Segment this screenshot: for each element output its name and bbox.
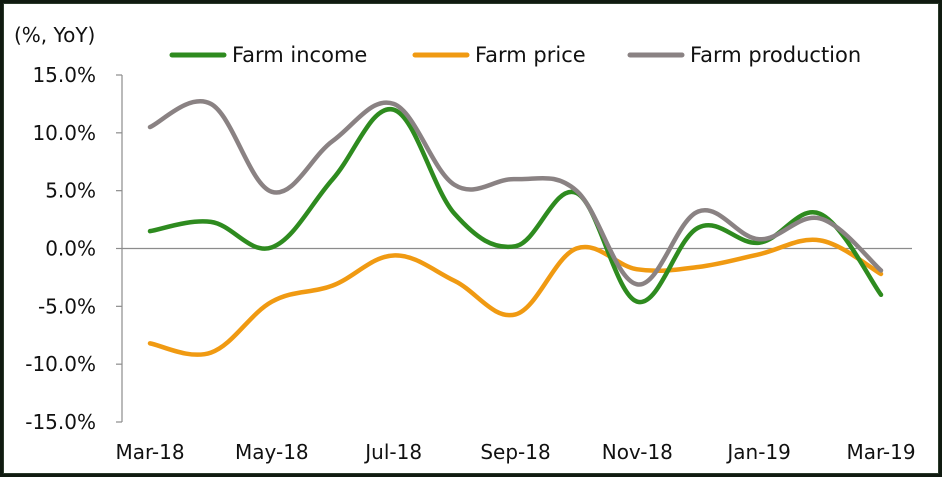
y-tick-label: -10.0% [25, 352, 96, 376]
legend: Farm income Farm price Farm production [169, 43, 861, 67]
chart-frame [3, 3, 939, 474]
legend-label: Farm income [232, 43, 367, 67]
series-line-farm-production [147, 99, 884, 287]
y-unit-label: (%, YoY) [14, 23, 95, 47]
axes: 15.0% 10.0% 5.0% 0.0% -5.0% -10.0% -15.0% Mar-1… [25, 63, 915, 464]
x-tick-label: Jan-19 [725, 440, 791, 464]
x-tick-label: Jul-18 [363, 440, 422, 464]
y-tick-label: 5.0% [45, 179, 96, 203]
x-tick-label: May-18 [235, 440, 309, 464]
y-tick-label: -5.0% [38, 294, 96, 318]
x-tick-label: Sep-18 [480, 440, 550, 464]
series-line-farm-income [147, 107, 884, 304]
x-tick-label: Nov-18 [602, 440, 673, 464]
series-line-farm-price [147, 237, 884, 357]
series-lines [147, 99, 884, 357]
y-tick-label: 10.0% [32, 121, 96, 145]
y-tick-label: 15.0% [32, 63, 96, 87]
y-tick-label: 0.0% [45, 237, 96, 261]
legend-label: Farm production [690, 43, 861, 67]
legend-label: Farm price [475, 43, 586, 67]
y-tick-label: -15.0% [25, 410, 96, 434]
x-tick-label: Mar-19 [846, 440, 915, 464]
x-tick-label: Mar-18 [115, 440, 184, 464]
